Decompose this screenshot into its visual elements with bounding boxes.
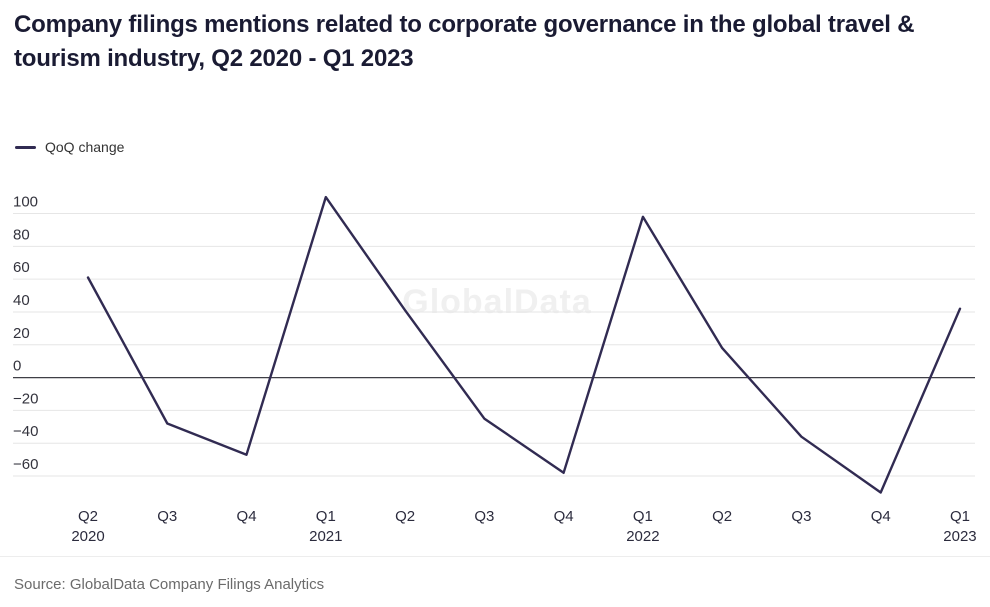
- watermark-text: GlobalData: [402, 283, 592, 321]
- y-axis-tick-label: 0: [13, 358, 21, 375]
- x-axis-quarter-label: Q2: [78, 508, 98, 525]
- footer-divider: [0, 556, 990, 557]
- y-axis-tick-label: 100: [13, 194, 38, 211]
- x-axis-quarter-label: Q1: [950, 508, 970, 525]
- x-axis-quarter-label: Q3: [791, 508, 811, 525]
- x-axis-year-label: 2023: [943, 528, 976, 545]
- x-axis-year-label: 2022: [626, 528, 659, 545]
- y-axis-tick-label: −20: [13, 390, 38, 407]
- legend-label: QoQ change: [45, 139, 125, 155]
- chart-title: Company filings mentions related to corp…: [14, 11, 915, 72]
- x-axis-quarter-label: Q4: [237, 508, 257, 525]
- y-axis-tick-label: 20: [13, 325, 30, 342]
- y-axis-tick-label: 40: [13, 292, 30, 309]
- source-note: Source: GlobalData Company Filings Analy…: [14, 576, 325, 593]
- x-axis-quarter-label: Q1: [633, 508, 653, 525]
- chart-canvas: GlobalData 100 80 60 40 20 0 −20 −40 −60 Q2 2020 Q3 Q…: [13, 194, 977, 545]
- y-axis-tick-label: 60: [13, 259, 30, 276]
- x-axis-year-label: 2020: [71, 528, 104, 545]
- legend-line-marker-icon: [15, 145, 36, 149]
- x-axis-quarter-label: Q3: [474, 508, 494, 525]
- x-axis-year-label: 2021: [309, 528, 342, 545]
- x-axis-quarter-label: Q1: [316, 508, 336, 525]
- line-chart: GlobalData 100 80 60 40 20 0 −20 −40 −60 Q2 2020 Q3 Q…: [0, 180, 990, 555]
- y-axis-tick-label: 80: [13, 226, 30, 243]
- x-axis-quarter-label: Q4: [871, 508, 891, 525]
- x-axis-quarter-label: Q2: [395, 508, 415, 525]
- y-axis-tick-label: −60: [13, 456, 38, 473]
- legend[interactable]: QoQ change: [15, 139, 124, 155]
- y-axis-tick-label: −40: [13, 423, 38, 440]
- x-axis-quarter-label: Q2: [712, 508, 732, 525]
- qoq-change-line-series: [86, 195, 962, 494]
- x-axis-quarter-label: Q3: [157, 508, 177, 525]
- x-axis-quarter-label: Q4: [554, 508, 574, 525]
